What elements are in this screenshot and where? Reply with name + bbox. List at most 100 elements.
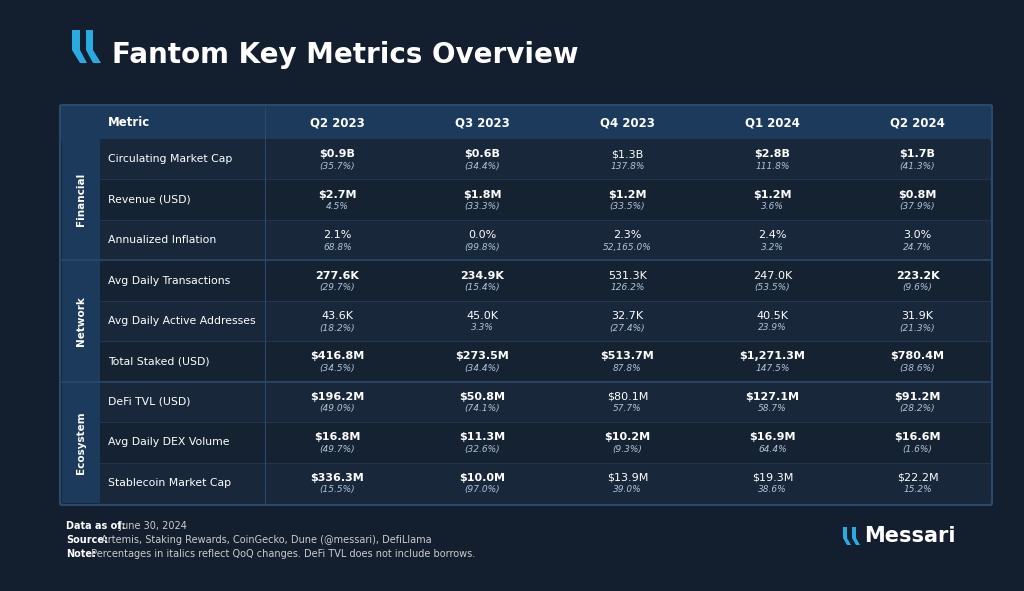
Bar — [100, 463, 990, 503]
Bar — [100, 422, 990, 463]
Text: Note:: Note: — [66, 549, 96, 559]
Text: (49.0%): (49.0%) — [319, 404, 355, 413]
Text: Source:: Source: — [66, 535, 108, 545]
Text: 234.9K: 234.9K — [461, 271, 505, 281]
Text: 277.6K: 277.6K — [315, 271, 359, 281]
Text: $0.9B: $0.9B — [319, 149, 355, 159]
Text: (41.3%): (41.3%) — [900, 162, 935, 171]
Text: $19.3M: $19.3M — [752, 473, 794, 483]
Text: (27.4%): (27.4%) — [609, 323, 645, 333]
Text: $10.2M: $10.2M — [604, 433, 650, 442]
Text: 15.2%: 15.2% — [903, 485, 932, 494]
Bar — [100, 341, 990, 382]
Polygon shape — [83, 30, 101, 63]
Text: (9.6%): (9.6%) — [902, 283, 933, 292]
Text: $0.6B: $0.6B — [465, 149, 501, 159]
Text: 4.5%: 4.5% — [326, 202, 349, 211]
Text: $416.8M: $416.8M — [310, 352, 365, 362]
Text: (49.7%): (49.7%) — [319, 445, 355, 454]
Text: Network: Network — [76, 296, 86, 346]
Text: Messari: Messari — [864, 526, 955, 546]
Text: 57.7%: 57.7% — [613, 404, 642, 413]
Text: Annualized Inflation: Annualized Inflation — [108, 235, 216, 245]
Text: (29.7%): (29.7%) — [319, 283, 355, 292]
Text: 23.9%: 23.9% — [758, 323, 786, 333]
Text: Q2 2024: Q2 2024 — [890, 116, 945, 129]
Text: Financial: Financial — [76, 173, 86, 226]
Text: DeFi TVL (USD): DeFi TVL (USD) — [108, 397, 190, 407]
Text: Stablecoin Market Cap: Stablecoin Market Cap — [108, 478, 231, 488]
Text: (34.4%): (34.4%) — [465, 162, 501, 171]
Bar — [62, 131, 990, 139]
Text: 147.5%: 147.5% — [756, 364, 790, 373]
Text: $273.5M: $273.5M — [456, 352, 509, 362]
Text: (9.3%): (9.3%) — [612, 445, 642, 454]
Text: Q4 2023: Q4 2023 — [600, 116, 655, 129]
Text: (74.1%): (74.1%) — [465, 404, 501, 413]
Text: 32.7K: 32.7K — [611, 311, 643, 321]
FancyBboxPatch shape — [60, 105, 992, 505]
Bar — [62, 382, 100, 503]
Text: Avg Daily Active Addresses: Avg Daily Active Addresses — [108, 316, 256, 326]
Text: 3.2%: 3.2% — [761, 243, 784, 252]
Text: 45.0K: 45.0K — [467, 311, 499, 321]
Text: 64.4%: 64.4% — [758, 445, 786, 454]
Text: 2.4%: 2.4% — [758, 230, 786, 240]
Text: (38.6%): (38.6%) — [900, 364, 935, 373]
Text: (1.6%): (1.6%) — [902, 445, 933, 454]
Text: $1.2M: $1.2M — [754, 190, 792, 200]
Text: $22.2M: $22.2M — [897, 473, 938, 483]
Polygon shape — [70, 30, 87, 63]
Text: $1.3B: $1.3B — [611, 149, 644, 159]
Bar — [100, 382, 990, 422]
Text: (18.2%): (18.2%) — [319, 323, 355, 333]
Text: Avg Daily Transactions: Avg Daily Transactions — [108, 275, 230, 285]
Text: 39.0%: 39.0% — [613, 485, 642, 494]
Text: Artemis, Staking Rewards, CoinGecko, Dune (@messari), DefiLlama: Artemis, Staking Rewards, CoinGecko, Dun… — [97, 535, 431, 545]
Bar — [100, 220, 990, 260]
Text: 3.3%: 3.3% — [471, 323, 494, 333]
Bar — [62, 260, 100, 382]
Text: $11.3M: $11.3M — [460, 433, 506, 442]
Text: 531.3K: 531.3K — [608, 271, 647, 281]
Text: (33.5%): (33.5%) — [609, 202, 645, 211]
Text: $16.8M: $16.8M — [314, 433, 360, 442]
Text: (28.2%): (28.2%) — [900, 404, 935, 413]
Text: 24.7%: 24.7% — [903, 243, 932, 252]
Text: Avg Daily DEX Volume: Avg Daily DEX Volume — [108, 437, 229, 447]
Text: Metric: Metric — [108, 116, 151, 129]
Text: 223.2K: 223.2K — [896, 271, 939, 281]
Text: $2.8B: $2.8B — [755, 149, 791, 159]
Text: Fantom Key Metrics Overview: Fantom Key Metrics Overview — [112, 41, 579, 69]
Text: (53.5%): (53.5%) — [755, 283, 791, 292]
Text: 111.8%: 111.8% — [756, 162, 790, 171]
Text: (21.3%): (21.3%) — [900, 323, 935, 333]
Text: June 30, 2024: June 30, 2024 — [116, 521, 186, 531]
Text: 3.6%: 3.6% — [761, 202, 784, 211]
Bar — [100, 260, 990, 301]
Text: 137.8%: 137.8% — [610, 162, 645, 171]
Text: 40.5K: 40.5K — [757, 311, 788, 321]
Text: Percentages in italics reflect QoQ changes. DeFi TVL does not include borrows.: Percentages in italics reflect QoQ chang… — [88, 549, 476, 559]
Text: $2.7M: $2.7M — [318, 190, 356, 200]
Text: $1.8M: $1.8M — [463, 190, 502, 200]
Text: $80.1M: $80.1M — [607, 392, 648, 402]
Text: Ecosystem: Ecosystem — [76, 411, 86, 473]
Text: 3.0%: 3.0% — [903, 230, 932, 240]
Text: 68.8%: 68.8% — [324, 243, 352, 252]
Bar — [100, 180, 990, 220]
Text: $1,271.3M: $1,271.3M — [739, 352, 806, 362]
Text: (32.6%): (32.6%) — [465, 445, 501, 454]
Text: $13.9M: $13.9M — [607, 473, 648, 483]
Text: 43.6K: 43.6K — [322, 311, 353, 321]
Bar — [100, 301, 990, 341]
Text: 58.7%: 58.7% — [758, 404, 786, 413]
Text: $10.0M: $10.0M — [460, 473, 506, 483]
Polygon shape — [840, 527, 851, 545]
Text: 2.3%: 2.3% — [613, 230, 642, 240]
Text: 31.9K: 31.9K — [901, 311, 934, 321]
FancyBboxPatch shape — [60, 105, 992, 141]
Text: $0.8M: $0.8M — [898, 190, 937, 200]
Text: Q3 2023: Q3 2023 — [455, 116, 510, 129]
Text: (37.9%): (37.9%) — [900, 202, 935, 211]
